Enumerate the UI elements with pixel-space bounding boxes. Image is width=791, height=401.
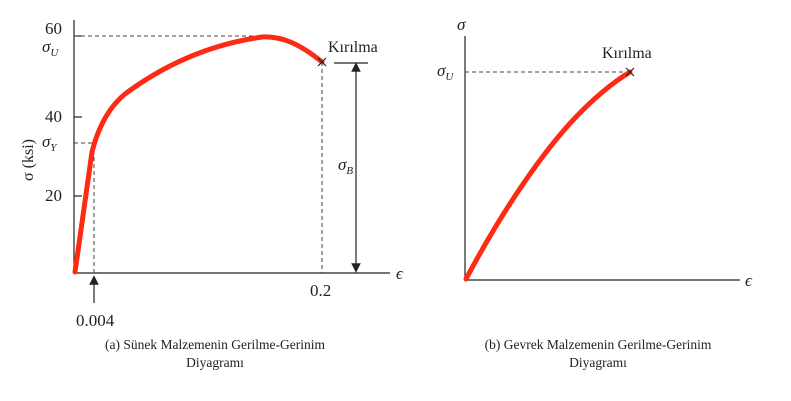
ductile-x-axis-symbol: ϵ <box>396 264 404 283</box>
ductile-y-tick-label-20: 20 <box>45 186 62 205</box>
ductile-diagram: ϵ 60 40 20 σ (ksi) σU σY Kırılma σB 0.2 … <box>20 19 404 370</box>
ductile-sigma-u-label: σU <box>42 37 59 59</box>
brittle-caption-line1: (b) Gevrek Malzemenin Gerilme-Gerinim <box>485 337 712 352</box>
brittle-caption-line2: Diyagramı <box>569 355 627 370</box>
ductile-sigma-b-label: σB <box>338 155 353 177</box>
ductile-fracture-mark <box>317 57 327 67</box>
ductile-break-label: Kırılma <box>328 39 378 56</box>
ductile-y-axis-label: σ (ksi) <box>20 139 37 181</box>
brittle-fracture-mark <box>625 67 635 77</box>
ductile-y-tick-label-60: 60 <box>45 19 62 38</box>
ductile-caption-line2: Diyagramı <box>186 355 244 370</box>
brittle-y-axis-symbol: σ <box>457 15 466 34</box>
brittle-diagram: σ ϵ σU Kırılma (b) Gevrek Malzemenin Ger… <box>437 15 753 370</box>
ductile-sigma-y-label: σY <box>42 132 58 154</box>
brittle-break-label: Kırılma <box>602 45 652 62</box>
ductile-x-tick-label-0.2: 0.2 <box>310 281 331 300</box>
ductile-x-tick-label-0.004: 0.004 <box>76 311 115 330</box>
brittle-sigma-u-label: σU <box>437 61 454 83</box>
ductile-y-tick-label-40: 40 <box>45 107 62 126</box>
brittle-x-axis-symbol: ϵ <box>745 271 753 290</box>
ductile-caption-line1: (a) Sünek Malzemenin Gerilme-Gerinim <box>105 337 326 352</box>
brittle-stress-strain-curve <box>463 69 633 282</box>
ductile-stress-strain-curve <box>72 34 325 275</box>
